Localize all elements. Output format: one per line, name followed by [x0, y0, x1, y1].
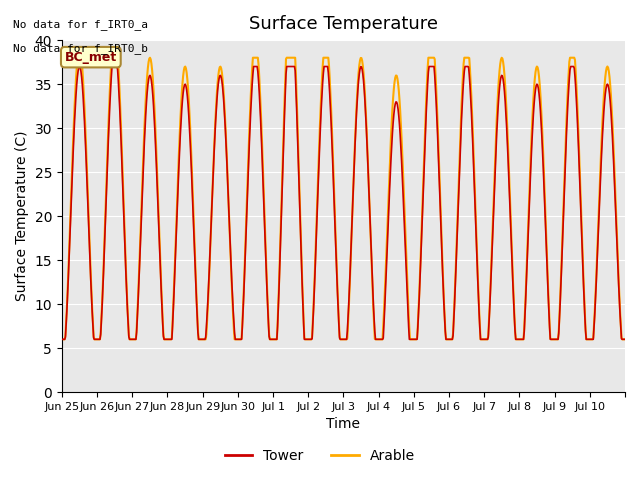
Text: No data for f_IRT0_b: No data for f_IRT0_b [13, 43, 148, 54]
X-axis label: Time: Time [326, 418, 360, 432]
Text: No data for f_IRT0_a: No data for f_IRT0_a [13, 19, 148, 30]
Text: BC_met: BC_met [65, 51, 117, 64]
Y-axis label: Surface Temperature (C): Surface Temperature (C) [15, 131, 29, 301]
Title: Surface Temperature: Surface Temperature [249, 15, 438, 33]
Legend: Tower, Arable: Tower, Arable [219, 443, 421, 468]
